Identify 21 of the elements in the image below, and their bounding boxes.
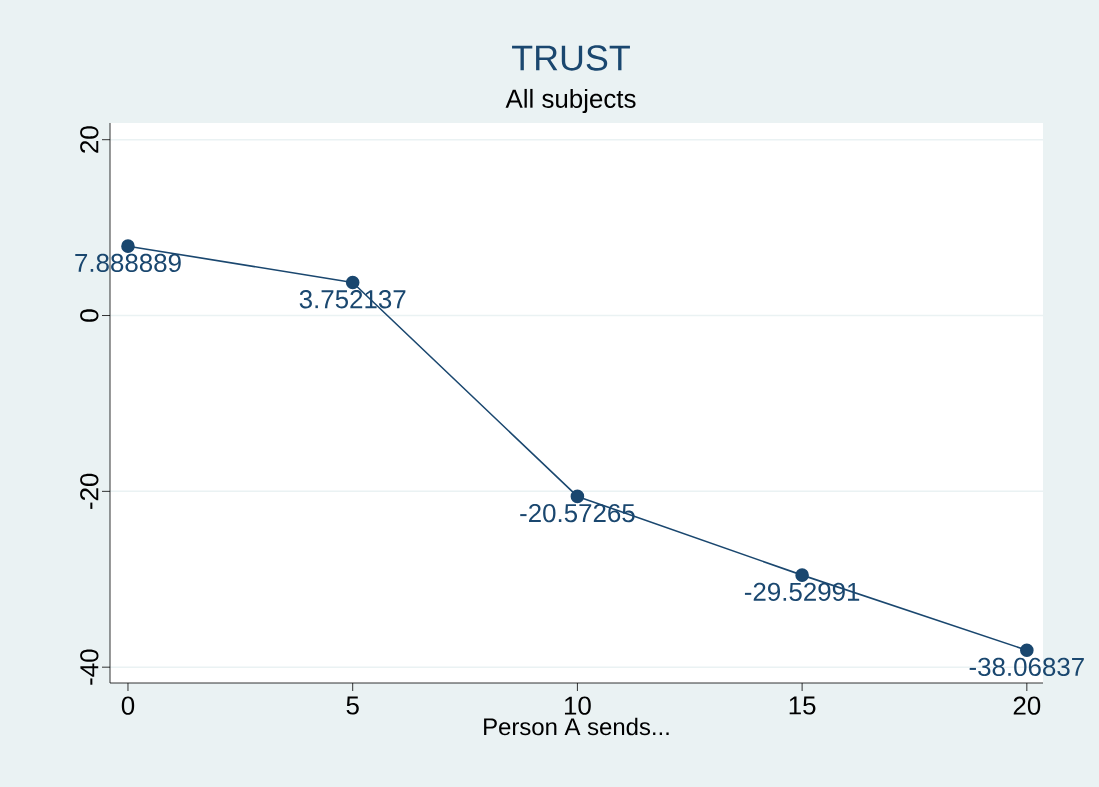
- data-label: -29.52991: [744, 582, 860, 601]
- y-tick-label: -40: [80, 649, 99, 685]
- point: [795, 568, 809, 582]
- x-tick-label: 5: [346, 696, 359, 715]
- x-axis-title: Person A sends...: [484, 717, 669, 736]
- point: [1020, 643, 1034, 657]
- point: [570, 489, 585, 504]
- point: [121, 239, 135, 253]
- y-tick-label: 0: [80, 309, 99, 322]
- data-label: -38.06837: [969, 657, 1084, 677]
- x-tick-label: 20: [1013, 696, 1041, 715]
- x-tick-label: 10: [564, 696, 591, 715]
- x-tick-label: 15: [789, 696, 816, 715]
- y-tick-label: -20: [80, 473, 99, 509]
- y-tick-label: 20: [80, 126, 99, 153]
- x-tick-label: 0: [121, 696, 135, 715]
- data-label: 7.888889: [75, 253, 181, 273]
- data-label: -20.57265: [520, 503, 635, 523]
- chart-subtitle: All subjects: [505, 88, 636, 114]
- chart-title: TRUST: [512, 45, 630, 71]
- point: [345, 275, 360, 290]
